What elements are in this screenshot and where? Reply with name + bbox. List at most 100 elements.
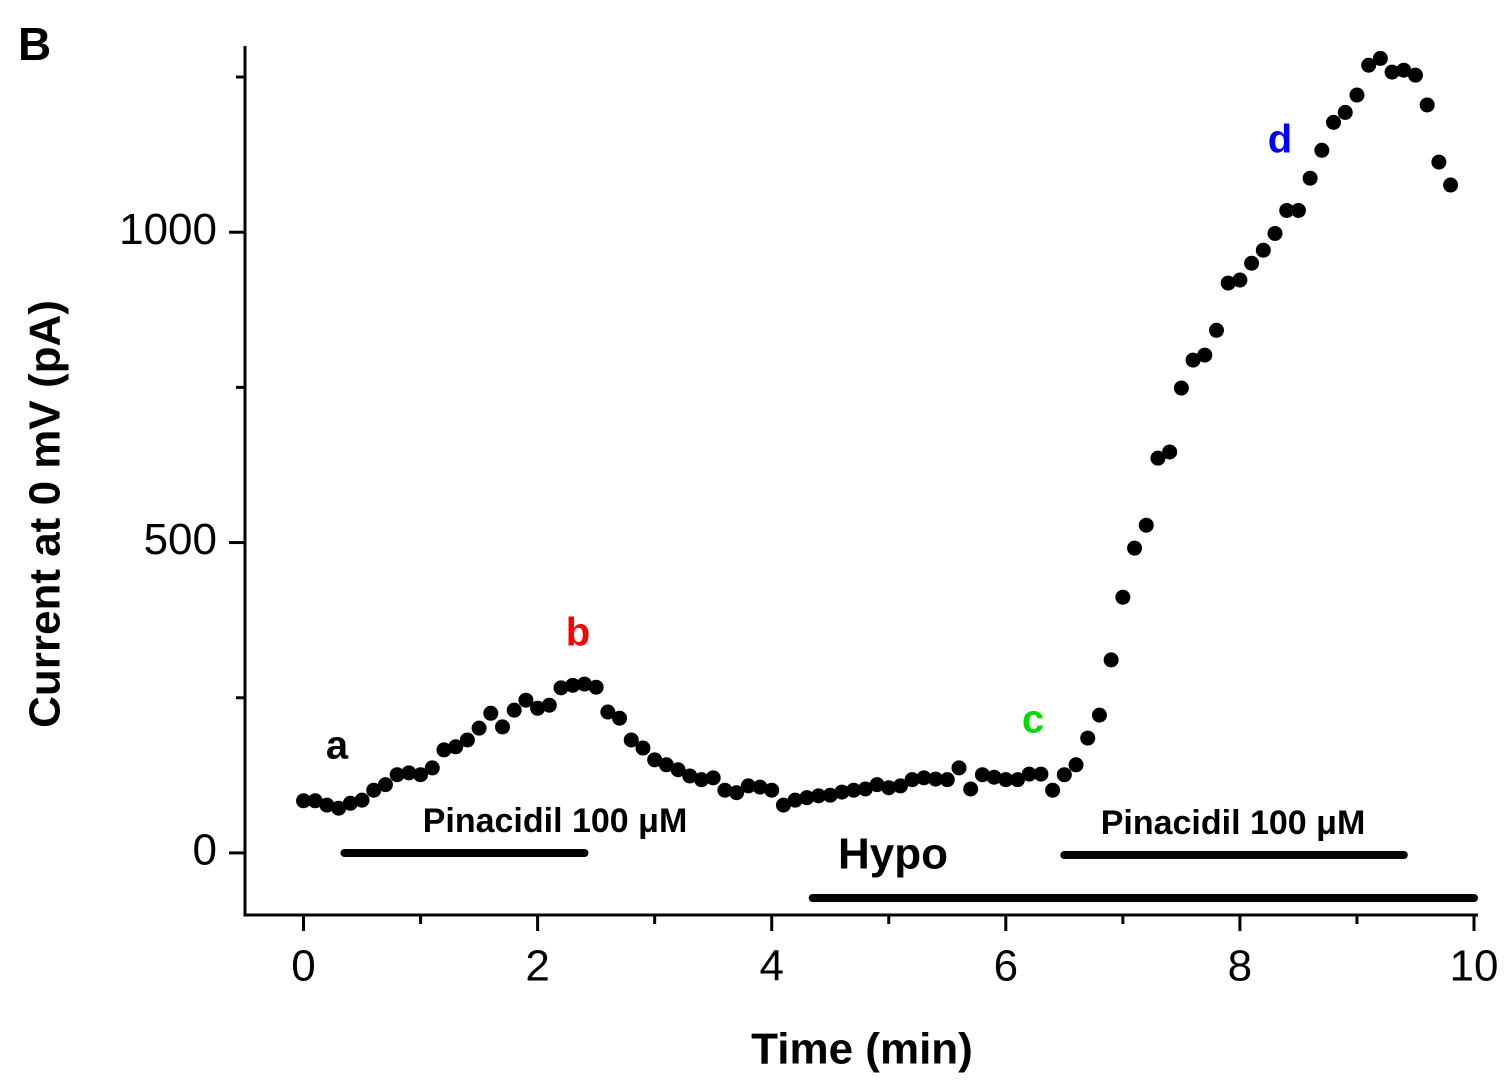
point-annotation: a bbox=[326, 724, 349, 768]
data-point bbox=[811, 788, 827, 804]
data-point bbox=[775, 797, 791, 813]
data-point bbox=[1279, 202, 1295, 218]
y-tick-label: 1000 bbox=[119, 205, 217, 254]
data-point bbox=[869, 777, 885, 793]
x-tick-label: 8 bbox=[1228, 942, 1252, 991]
data-point bbox=[717, 782, 733, 798]
data-point bbox=[331, 800, 347, 816]
data-point bbox=[658, 757, 674, 773]
x-tick-label: 4 bbox=[759, 942, 783, 991]
data-point bbox=[1103, 652, 1119, 668]
data-point bbox=[752, 779, 768, 795]
data-point bbox=[1407, 67, 1423, 83]
period-label: Pinacidil 100 μM bbox=[1101, 804, 1366, 842]
data-point bbox=[553, 680, 569, 696]
data-point bbox=[1361, 57, 1377, 73]
data-point bbox=[588, 679, 604, 695]
period-label: Pinacidil 100 μM bbox=[423, 802, 688, 840]
data-point bbox=[705, 770, 721, 786]
data-point bbox=[1431, 154, 1447, 170]
period-label: Hypo bbox=[838, 830, 948, 879]
data-point bbox=[319, 797, 335, 813]
data-point bbox=[1396, 62, 1412, 78]
data-point bbox=[530, 700, 546, 716]
y-tick-label: 0 bbox=[193, 826, 217, 875]
data-point bbox=[846, 782, 862, 798]
data-point bbox=[729, 785, 745, 801]
x-tick-label: 10 bbox=[1450, 942, 1499, 991]
data-point bbox=[1244, 255, 1260, 271]
data-point bbox=[342, 795, 358, 811]
data-point bbox=[740, 778, 756, 794]
data-point bbox=[1208, 322, 1224, 338]
data-point bbox=[1197, 347, 1213, 363]
data-point bbox=[1220, 275, 1236, 291]
x-tick-label: 0 bbox=[291, 942, 315, 991]
x-tick-label: 2 bbox=[525, 942, 549, 991]
data-point bbox=[354, 792, 370, 808]
data-point bbox=[974, 767, 990, 783]
data-point bbox=[377, 777, 393, 793]
data-point bbox=[307, 793, 323, 809]
data-point bbox=[389, 767, 405, 783]
data-point bbox=[1173, 380, 1189, 396]
data-point bbox=[1080, 730, 1096, 746]
data-point bbox=[1443, 177, 1459, 193]
data-point bbox=[1326, 114, 1342, 130]
data-point bbox=[1290, 202, 1306, 218]
data-point bbox=[1419, 97, 1435, 113]
point-annotation: b bbox=[566, 611, 590, 655]
data-point bbox=[951, 760, 967, 776]
data-point bbox=[483, 705, 499, 721]
data-point bbox=[1138, 517, 1154, 533]
data-point bbox=[822, 787, 838, 803]
data-point bbox=[1314, 142, 1330, 158]
data-point bbox=[986, 769, 1002, 785]
data-point bbox=[612, 710, 628, 726]
data-point bbox=[998, 772, 1014, 788]
data-point bbox=[1255, 242, 1271, 258]
data-point bbox=[1372, 50, 1388, 66]
x-tick-label: 6 bbox=[994, 942, 1018, 991]
data-point bbox=[296, 793, 312, 809]
panel-label: B bbox=[18, 18, 51, 70]
data-point bbox=[1068, 757, 1084, 773]
data-point bbox=[857, 781, 873, 797]
data-point bbox=[1091, 707, 1107, 723]
data-point bbox=[471, 720, 487, 736]
data-point bbox=[928, 771, 944, 787]
data-point bbox=[623, 732, 639, 748]
data-point bbox=[518, 692, 534, 708]
data-point bbox=[1033, 766, 1049, 782]
data-point bbox=[565, 677, 581, 693]
data-point bbox=[495, 719, 511, 735]
data-point bbox=[834, 784, 850, 800]
data-point bbox=[764, 782, 780, 798]
data-point bbox=[1232, 272, 1248, 288]
data-point bbox=[693, 772, 709, 788]
data-point bbox=[1349, 87, 1365, 103]
y-tick-label: 500 bbox=[144, 515, 217, 564]
point-annotation: d bbox=[1268, 118, 1292, 162]
data-point bbox=[600, 704, 616, 720]
data-point bbox=[506, 702, 522, 718]
data-point bbox=[647, 752, 663, 768]
y-axis-label: Current at 0 mV (pA) bbox=[21, 300, 70, 728]
data-point bbox=[436, 742, 452, 758]
data-point bbox=[576, 676, 592, 692]
data-point bbox=[1150, 450, 1166, 466]
data-point bbox=[459, 732, 475, 748]
data-point bbox=[1337, 104, 1353, 120]
point-annotation: c bbox=[1022, 698, 1044, 742]
data-point bbox=[1384, 64, 1400, 80]
data-point bbox=[1162, 444, 1178, 460]
data-point bbox=[448, 739, 464, 755]
data-point bbox=[916, 770, 932, 786]
data-point bbox=[541, 697, 557, 713]
data-point bbox=[1127, 540, 1143, 556]
data-point bbox=[963, 781, 979, 797]
data-point bbox=[1021, 766, 1037, 782]
data-point bbox=[635, 740, 651, 756]
data-point bbox=[904, 772, 920, 788]
